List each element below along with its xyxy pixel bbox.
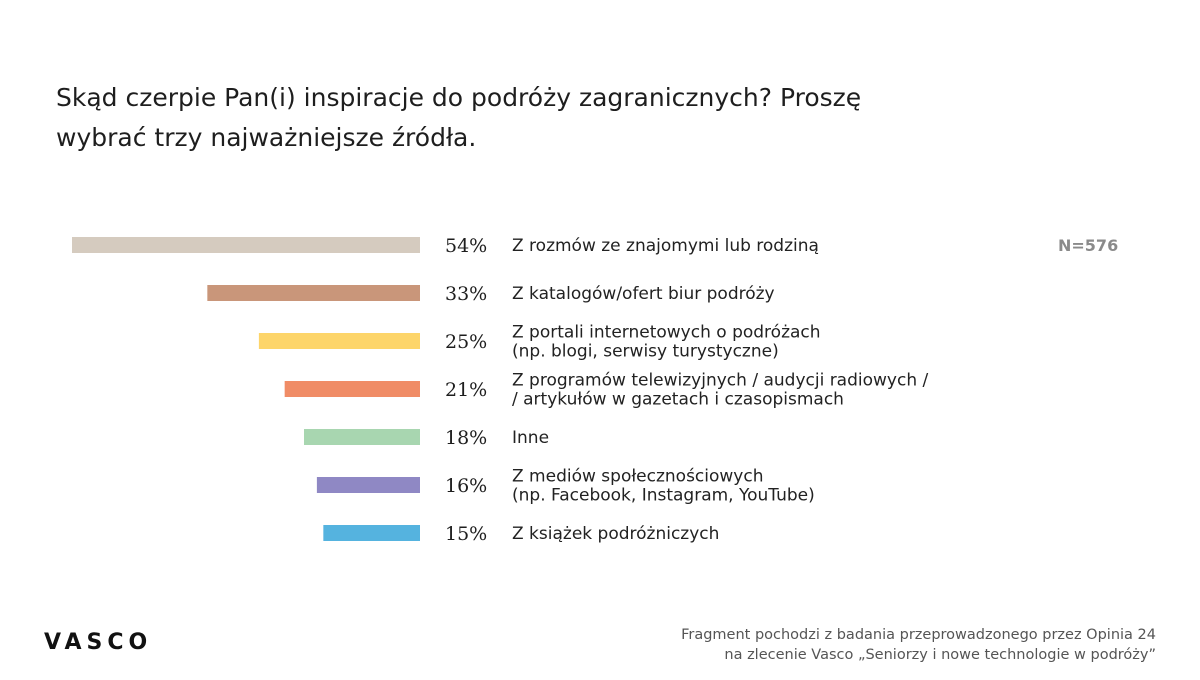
bar-7 <box>323 525 420 541</box>
bar-value-label-6: 16% <box>445 475 487 497</box>
category-label-4-line-2: / artykułów w gazetach i czasopismach <box>512 390 844 410</box>
category-label-3-line-1: Z portali internetowych o podróżach <box>512 323 821 343</box>
bar-2 <box>207 285 420 301</box>
bar-value-label-3: 25% <box>445 331 487 353</box>
category-label-1-line-1: Z rozmów ze znajomymi lub rodziną <box>512 236 819 256</box>
category-label-3-line-2: (np. blogi, serwisy turystyczne) <box>512 342 779 362</box>
bar-6 <box>316 477 420 493</box>
vasco-logo: VASCO <box>44 630 153 655</box>
bar-5 <box>304 429 420 445</box>
bar-value-label-1: 54% <box>445 235 487 257</box>
bar-value-label-7: 15% <box>445 523 487 545</box>
source-footnote: Fragment pochodzi z badania przeprowadzo… <box>681 625 1156 665</box>
chart-title: Skąd czerpie Pan(i) inspiracje do podróż… <box>56 78 956 158</box>
bar-value-label-2: 33% <box>445 283 487 305</box>
chart-title-line-2: wybrać trzy najważniejsze źródła. <box>56 123 477 152</box>
bar-4 <box>284 381 420 397</box>
footnote-line-2: na zlecenie Vasco „Seniorzy i nowe techn… <box>724 647 1156 663</box>
sample-size-label: N=576 <box>1058 236 1119 255</box>
category-label-2-line-1: Z katalogów/ofert biur podróży <box>512 284 775 304</box>
category-label-5-line-1: Inne <box>512 428 549 448</box>
bar-value-label-4: 21% <box>445 379 487 401</box>
category-label-7-line-1: Z książek podróżniczych <box>512 524 719 544</box>
bar-1 <box>72 237 420 253</box>
bar-value-label-5: 18% <box>445 427 487 449</box>
bar-3 <box>258 333 420 349</box>
category-label-4-line-1: Z programów telewizyjnych / audycji radi… <box>512 371 929 391</box>
footnote-line-1: Fragment pochodzi z badania przeprowadzo… <box>681 627 1156 643</box>
category-label-6-line-1: Z mediów społecznościowych <box>512 467 764 487</box>
chart-title-line-1: Skąd czerpie Pan(i) inspiracje do podróż… <box>56 83 862 112</box>
category-label-6-line-2: (np. Facebook, Instagram, YouTube) <box>512 486 815 506</box>
